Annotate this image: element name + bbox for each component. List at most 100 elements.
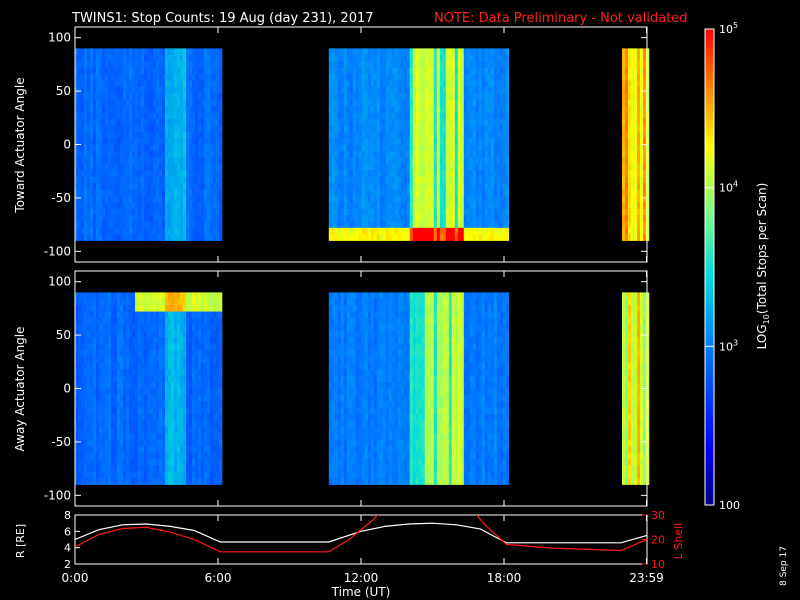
- heatmap-cell: [198, 459, 202, 466]
- heatmap-cell: [457, 144, 462, 152]
- heatmap-cell: [141, 401, 145, 409]
- heatmap-cell: [478, 67, 483, 75]
- heatmap-cell: [475, 183, 480, 190]
- heatmap-cell: [111, 305, 115, 312]
- heatmap-cell: [99, 330, 103, 338]
- heatmap-cell: [481, 195, 486, 203]
- heatmap-cell: [457, 93, 462, 100]
- heatmap-cell: [168, 234, 172, 241]
- heatmap-cell: [177, 394, 181, 402]
- heatmap-cell: [646, 176, 650, 184]
- heatmap-cell: [204, 99, 208, 107]
- heatmap-cell: [138, 234, 142, 241]
- heatmap-cell: [475, 150, 480, 158]
- heatmap-cell: [189, 362, 193, 370]
- heatmap-cell: [159, 86, 163, 94]
- heatmap-cell: [421, 144, 426, 152]
- heatmap-cell: [346, 227, 351, 235]
- heatmap-cell: [376, 86, 381, 94]
- heatmap-cell: [469, 118, 474, 126]
- heatmap-cell: [156, 189, 160, 197]
- heatmap-cell: [84, 183, 88, 190]
- heatmap-cell: [102, 414, 106, 421]
- heatmap-cell: [87, 80, 91, 88]
- heatmap-cell: [123, 388, 127, 396]
- heatmap-cell: [643, 208, 647, 216]
- heatmap-cell: [469, 80, 474, 88]
- heatmap-cell: [132, 144, 136, 152]
- heatmap-cell: [364, 202, 369, 209]
- heatmap-cell: [129, 54, 133, 62]
- heatmap-cell: [418, 163, 423, 171]
- heatmap-cell: [460, 93, 465, 100]
- heatmap-cell: [99, 150, 103, 158]
- heatmap-cell: [388, 131, 393, 139]
- heatmap-cell: [454, 138, 459, 145]
- heatmap-cell: [418, 150, 423, 158]
- heatmap-cell: [114, 74, 118, 81]
- heatmap-cell: [457, 221, 462, 229]
- heatmap-cell: [159, 382, 163, 389]
- heatmap-cell: [111, 337, 115, 344]
- heatmap-cell: [165, 67, 169, 75]
- heatmap-cell: [349, 67, 354, 75]
- heatmap-cell: [132, 375, 136, 383]
- heatmap-cell: [162, 388, 166, 396]
- heatmap-cell: [433, 215, 438, 222]
- heatmap-cell: [153, 221, 157, 229]
- heatmap-cell: [358, 112, 363, 120]
- heatmap-cell: [138, 144, 142, 152]
- heatmap-cell: [174, 478, 178, 485]
- heatmap-cell: [165, 459, 169, 466]
- heatmap-cell: [87, 478, 91, 485]
- heatmap-cell: [138, 189, 142, 197]
- heatmap-cell: [451, 163, 456, 171]
- heatmap-cell: [340, 144, 345, 152]
- heatmap-cell: [144, 446, 148, 453]
- heatmap-cell: [201, 446, 205, 453]
- heatmap-cell: [472, 157, 477, 165]
- heatmap-cell: [451, 202, 456, 209]
- heatmap-cell: [102, 311, 106, 319]
- heatmap-cell: [625, 93, 629, 100]
- heatmap-cell: [183, 176, 187, 184]
- heatmap-cell: [168, 67, 172, 75]
- heatmap-cell: [460, 221, 465, 229]
- heatmap-cell: [622, 106, 626, 113]
- heatmap-cell: [216, 330, 220, 338]
- heatmap-cell: [171, 234, 175, 241]
- heatmap-cell: [204, 131, 208, 139]
- heatmap-cell: [634, 183, 638, 190]
- heatmap-cell: [120, 150, 124, 158]
- heatmap-cell: [412, 221, 417, 229]
- heatmap-cell: [207, 375, 211, 383]
- heatmap-cell: [646, 125, 650, 133]
- heatmap-cell: [364, 215, 369, 222]
- heatmap-cell: [430, 131, 435, 139]
- heatmap-cell: [640, 189, 644, 197]
- heatmap-cell: [640, 208, 644, 216]
- heatmap-cell: [186, 150, 190, 158]
- heatmap-cell: [631, 61, 635, 68]
- heatmap-cell: [183, 407, 187, 415]
- heatmap-cell: [391, 99, 396, 107]
- heatmap-cell: [114, 138, 118, 145]
- heatmap-cell: [334, 74, 339, 81]
- heatmap-cell: [180, 446, 184, 453]
- heatmap-cell: [328, 163, 333, 171]
- heatmap-cell: [132, 131, 136, 139]
- heatmap-cell: [174, 369, 178, 377]
- heatmap-cell: [87, 144, 91, 152]
- heatmap-cell: [135, 150, 139, 158]
- heatmap-cell: [183, 125, 187, 133]
- heatmap-cell: [466, 234, 471, 241]
- heatmap-cell: [111, 234, 115, 241]
- heatmap-cell: [448, 176, 453, 184]
- heatmap-cell: [108, 471, 112, 479]
- heatmap-cell: [198, 86, 202, 94]
- heatmap-cell: [475, 221, 480, 229]
- heatmap-cell: [370, 118, 375, 126]
- heatmap-cell: [192, 330, 196, 338]
- heatmap-cell: [147, 452, 151, 460]
- heatmap-cell: [382, 183, 387, 190]
